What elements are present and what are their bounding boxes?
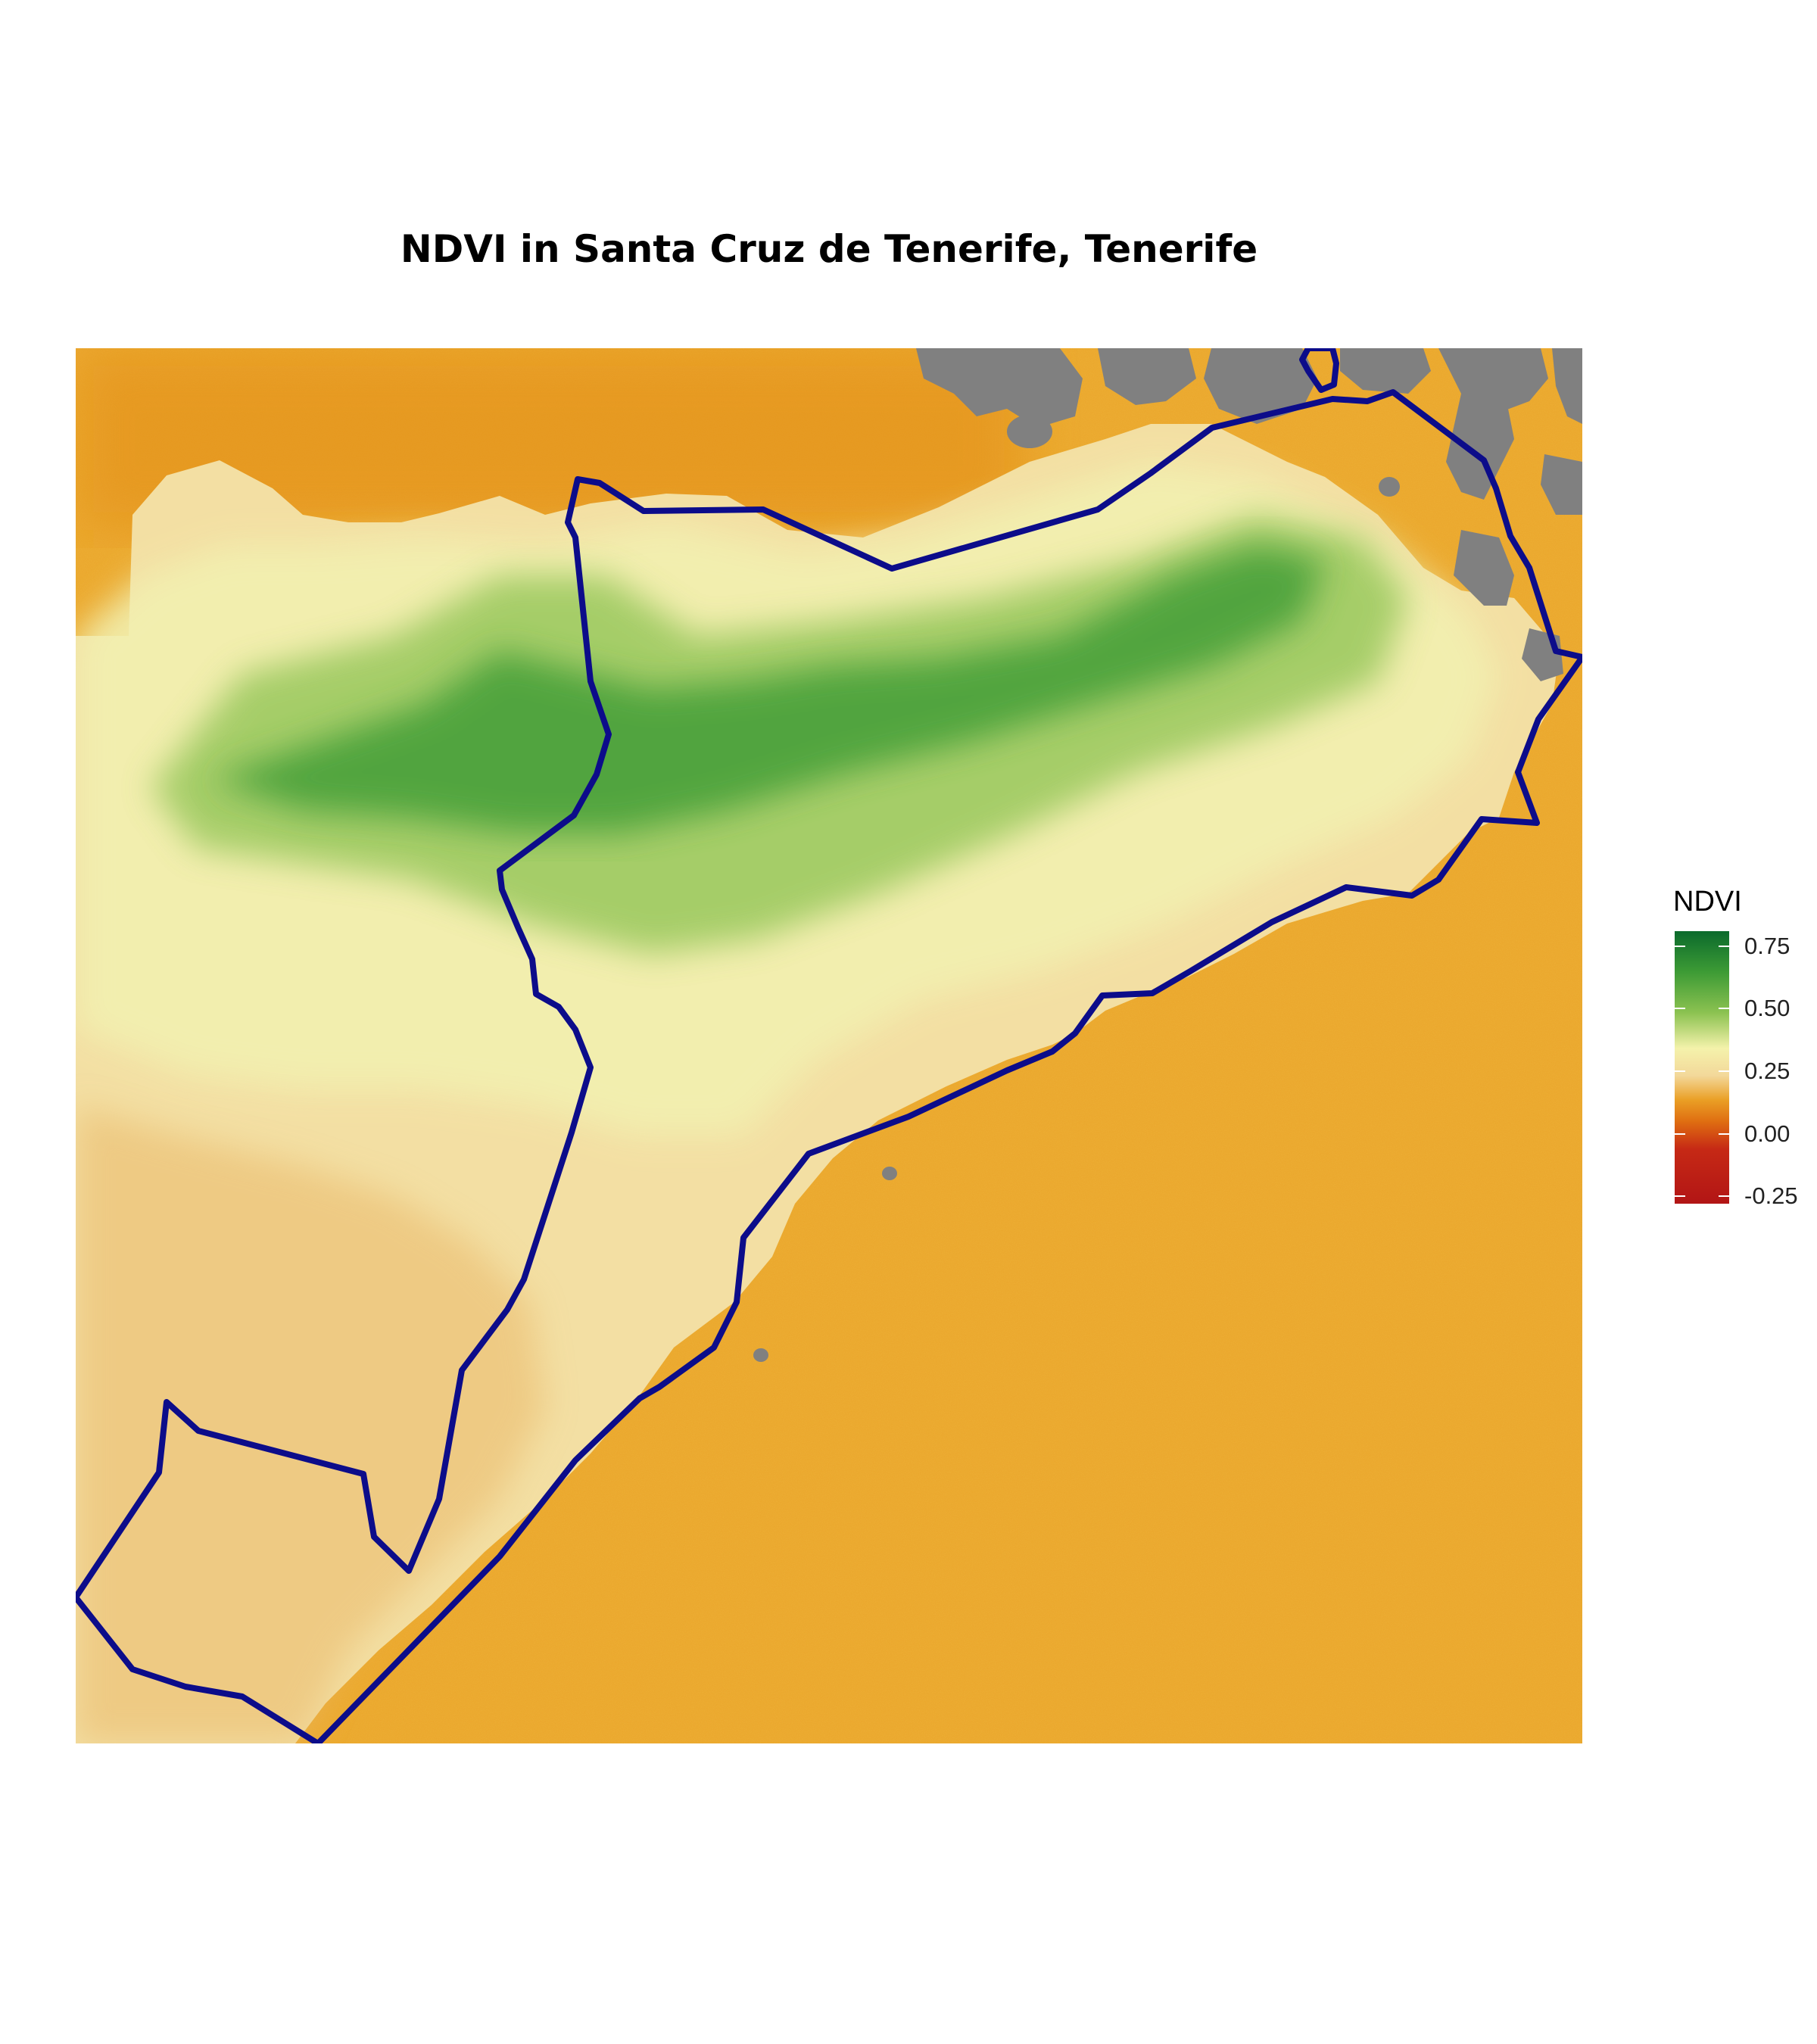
legend-tick-label: 0.50	[1744, 995, 1791, 1022]
islet-boundary	[1299, 348, 1339, 393]
urban-area	[76, 1105, 545, 1743]
legend: NDVI 0.75 0.50 0.25 0.00 -0.25	[1673, 886, 1817, 1219]
map-title: NDVI in Santa Cruz de Tenerife, Tenerife	[400, 227, 1258, 271]
legend-title: NDVI	[1673, 886, 1742, 918]
legend-colorbar	[1675, 931, 1729, 1204]
ndvi-map	[76, 348, 1582, 1743]
legend-tick-label: 0.25	[1744, 1057, 1791, 1084]
legend-tick-label: -0.25	[1744, 1182, 1798, 1210]
legend-tick-label: 0.75	[1744, 932, 1791, 959]
municipality-boundary	[76, 389, 1582, 1743]
dense-vegetation-ridge	[212, 545, 1325, 833]
cloud-mask	[753, 348, 1582, 1362]
legend-tick-label: 0.00	[1744, 1120, 1791, 1147]
